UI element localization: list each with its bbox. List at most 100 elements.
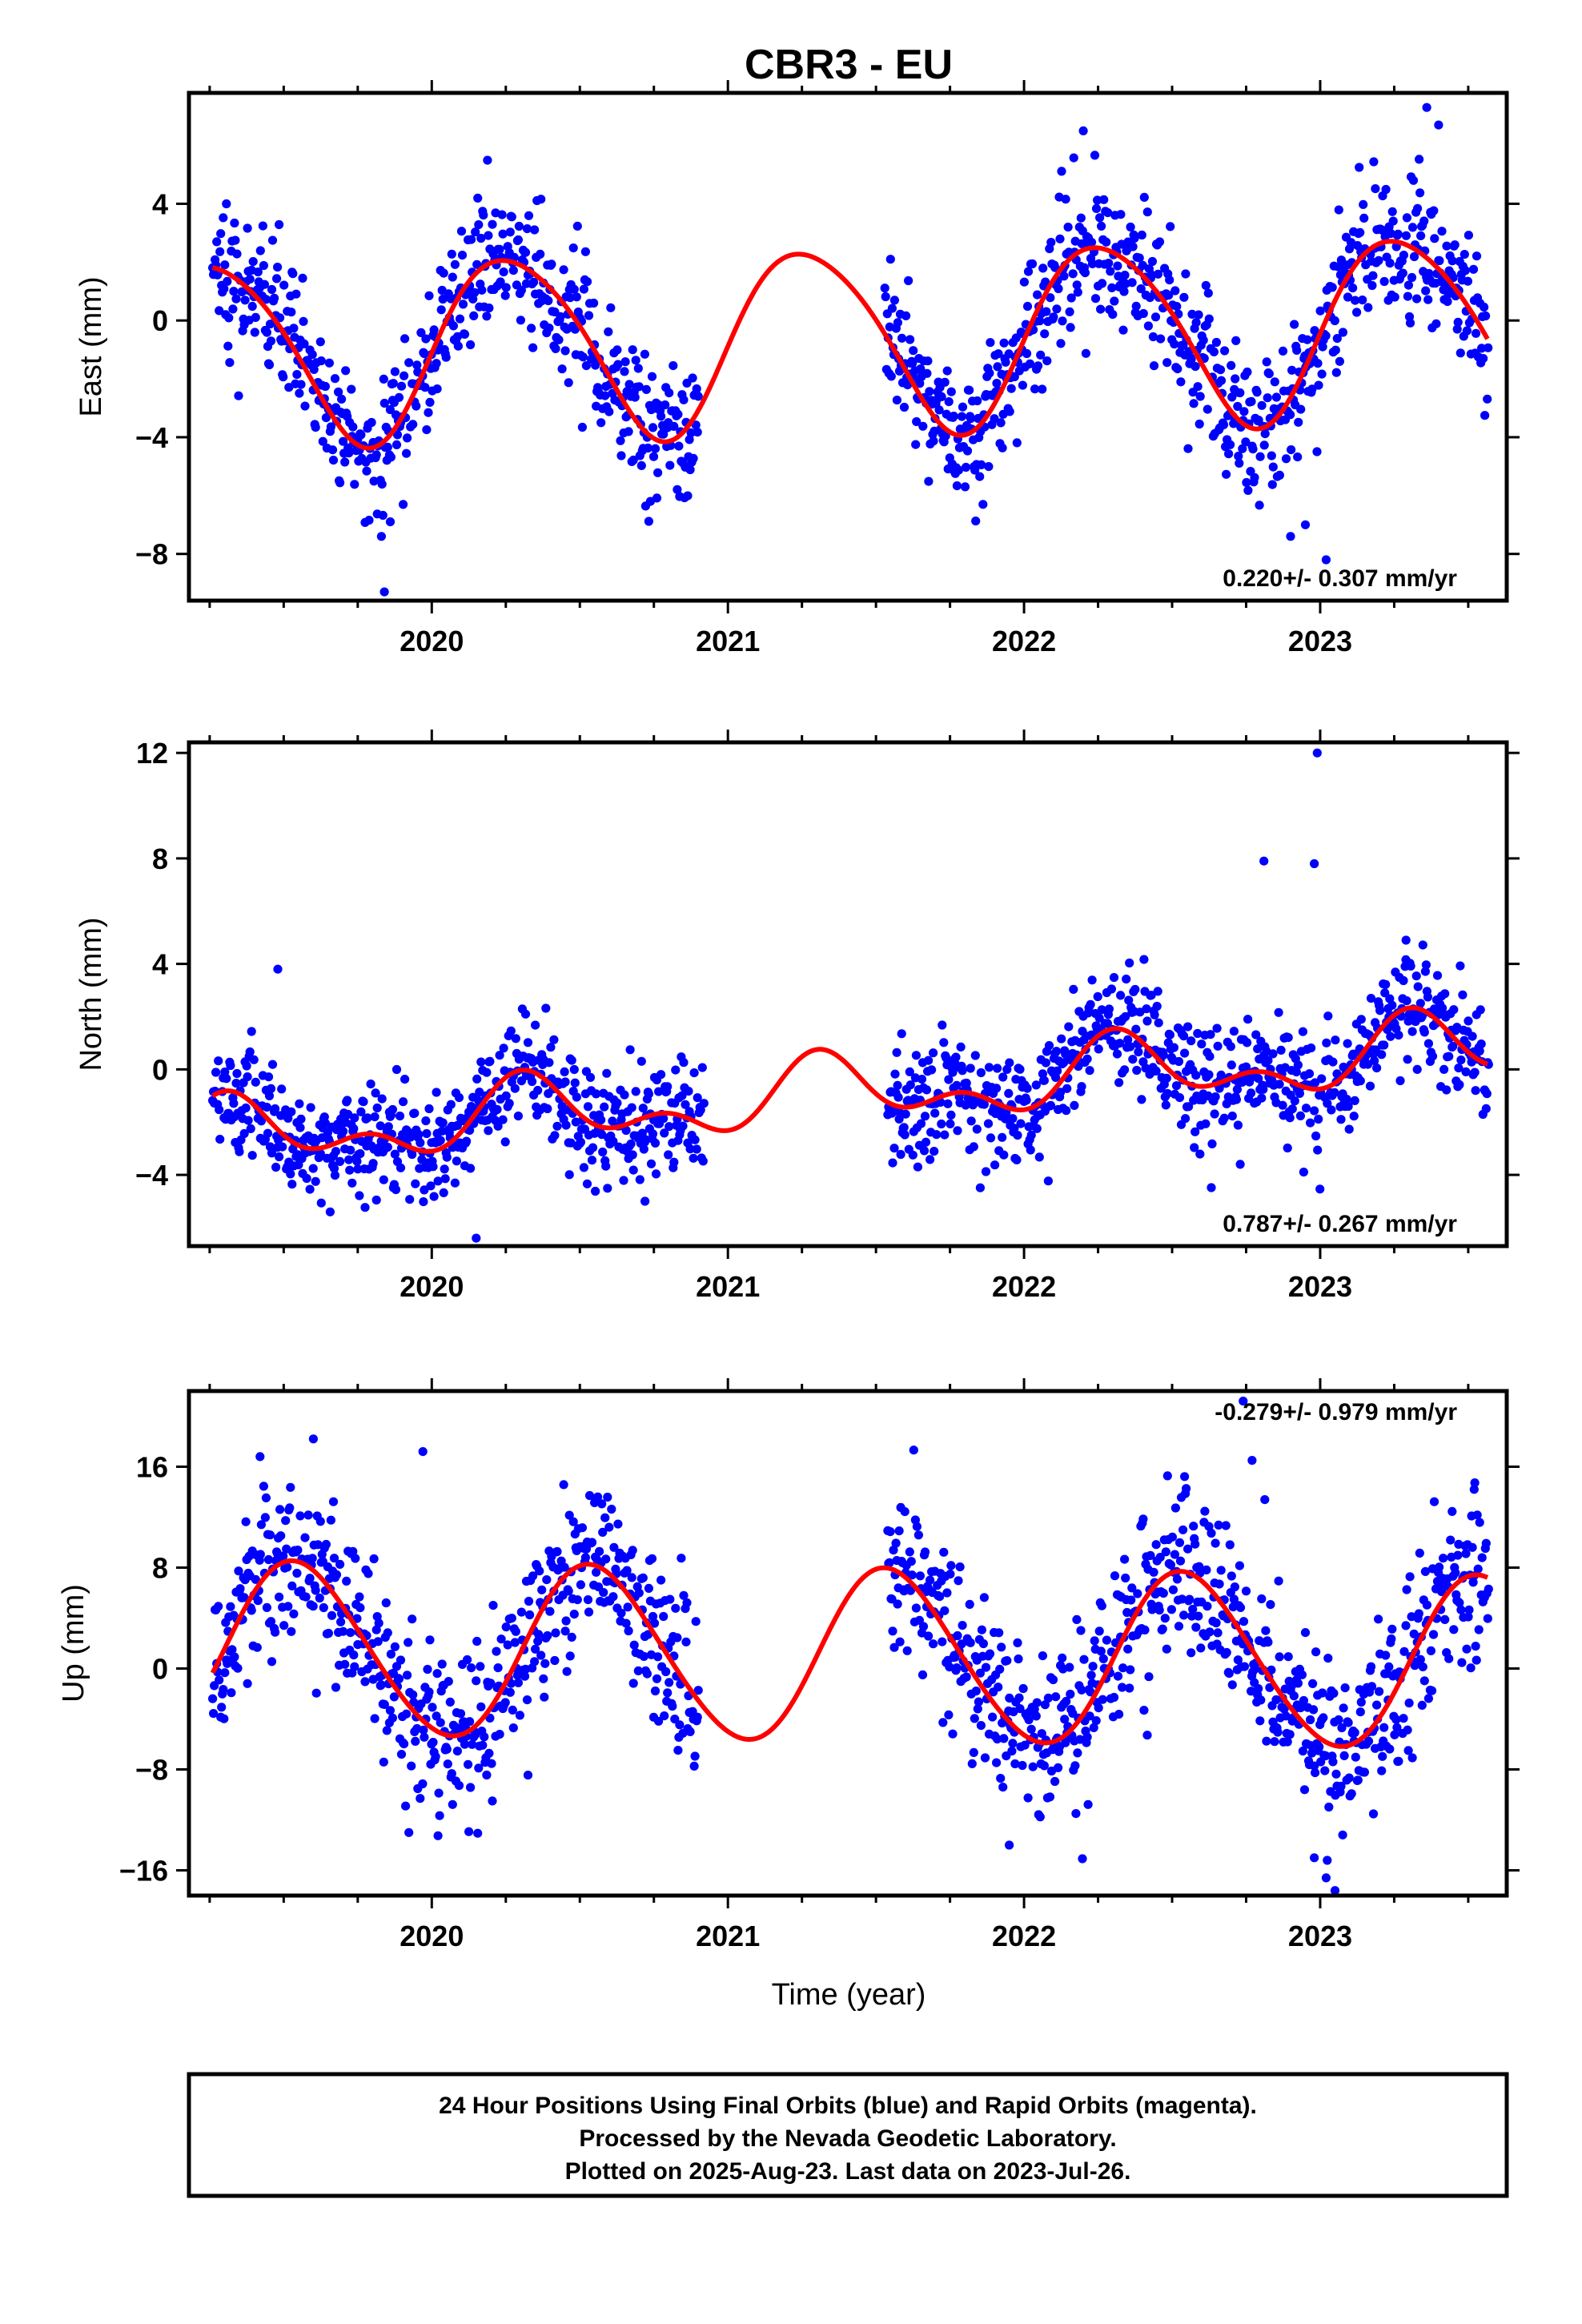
data-point — [693, 1712, 702, 1722]
data-point — [235, 1584, 245, 1594]
north-model-line — [211, 1005, 1489, 1154]
data-point — [899, 1123, 909, 1132]
data-point — [367, 417, 376, 428]
up-points — [208, 1397, 1493, 1896]
data-point — [628, 345, 637, 355]
data-point — [1405, 318, 1415, 328]
data-point — [1191, 1539, 1200, 1549]
data-point — [1201, 1119, 1211, 1128]
data-point — [1126, 1665, 1135, 1675]
data-point — [654, 1716, 664, 1726]
data-point — [1304, 1069, 1315, 1079]
data-point — [1266, 1600, 1275, 1610]
data-point — [593, 1492, 603, 1502]
data-point — [1387, 1624, 1397, 1634]
data-point — [957, 412, 966, 421]
y-tick-label: 0 — [152, 1053, 168, 1086]
data-point — [1310, 326, 1319, 336]
data-point — [399, 500, 408, 509]
data-point — [1314, 1114, 1323, 1124]
data-point — [1407, 1027, 1417, 1036]
data-point — [584, 311, 594, 320]
data-point — [429, 325, 439, 335]
data-point — [462, 1136, 472, 1146]
data-point — [897, 333, 907, 343]
data-point — [1214, 1520, 1223, 1530]
data-point — [247, 301, 257, 312]
data-point — [1102, 1635, 1111, 1645]
data-point — [973, 396, 982, 406]
data-point — [434, 1788, 444, 1798]
data-point — [1130, 984, 1140, 995]
data-point — [1484, 343, 1493, 352]
data-point — [1371, 184, 1380, 194]
data-point — [347, 384, 356, 394]
data-point — [442, 1744, 452, 1754]
data-point — [1339, 1703, 1348, 1713]
data-point — [1395, 1076, 1405, 1086]
data-point — [1038, 384, 1047, 394]
data-point — [997, 1642, 1006, 1652]
data-point — [651, 1169, 661, 1179]
data-point — [230, 1652, 239, 1662]
data-point — [1127, 1583, 1137, 1593]
data-point — [1401, 1621, 1411, 1630]
data-point — [1481, 311, 1491, 321]
data-point — [1013, 1638, 1022, 1647]
data-point — [452, 1747, 463, 1756]
data-point — [271, 1162, 281, 1172]
data-point — [1138, 308, 1148, 319]
data-point — [691, 1617, 701, 1626]
data-point — [1180, 1048, 1190, 1058]
data-point — [362, 466, 371, 476]
data-point — [942, 1588, 952, 1598]
data-point — [400, 371, 409, 380]
data-point — [1242, 477, 1251, 488]
data-point — [1090, 1636, 1099, 1646]
data-point — [504, 1099, 514, 1108]
data-point — [685, 1144, 695, 1154]
data-point — [1262, 1736, 1271, 1746]
data-point — [437, 1659, 447, 1669]
data-point — [1468, 1031, 1477, 1041]
data-point — [420, 383, 430, 392]
data-point — [1023, 1793, 1033, 1803]
data-point — [223, 341, 233, 351]
data-point — [599, 1587, 608, 1598]
data-point — [1099, 195, 1109, 204]
data-point — [370, 1112, 379, 1122]
data-point — [1225, 1540, 1235, 1550]
data-point — [1026, 1724, 1036, 1734]
data-point — [383, 1142, 392, 1152]
data-point — [999, 1734, 1009, 1743]
data-point — [644, 1089, 654, 1099]
data-point — [1057, 167, 1066, 176]
data-point — [1086, 999, 1095, 1009]
data-point — [1170, 1550, 1179, 1559]
data-point — [528, 1571, 538, 1581]
data-point — [1306, 1118, 1315, 1128]
data-point — [678, 1121, 688, 1131]
data-point — [1156, 334, 1166, 344]
data-point — [1476, 1005, 1485, 1015]
data-point — [1186, 1036, 1196, 1046]
data-point — [241, 1103, 251, 1113]
data-point — [893, 1080, 902, 1090]
data-point — [1268, 1049, 1278, 1059]
data-point — [1147, 256, 1157, 267]
data-point — [1262, 357, 1271, 367]
data-point — [916, 1119, 926, 1128]
data-point — [404, 358, 414, 368]
data-point — [1285, 1113, 1295, 1123]
data-point — [1197, 1039, 1207, 1049]
data-point — [572, 1595, 582, 1605]
data-point — [1125, 1683, 1134, 1693]
data-point — [1215, 1579, 1224, 1589]
data-point — [289, 324, 299, 333]
data-point — [1097, 221, 1106, 231]
data-point — [569, 1610, 579, 1619]
data-point — [1108, 310, 1118, 320]
data-point — [242, 1061, 251, 1071]
data-point — [560, 1562, 569, 1572]
data-point — [1046, 293, 1055, 303]
